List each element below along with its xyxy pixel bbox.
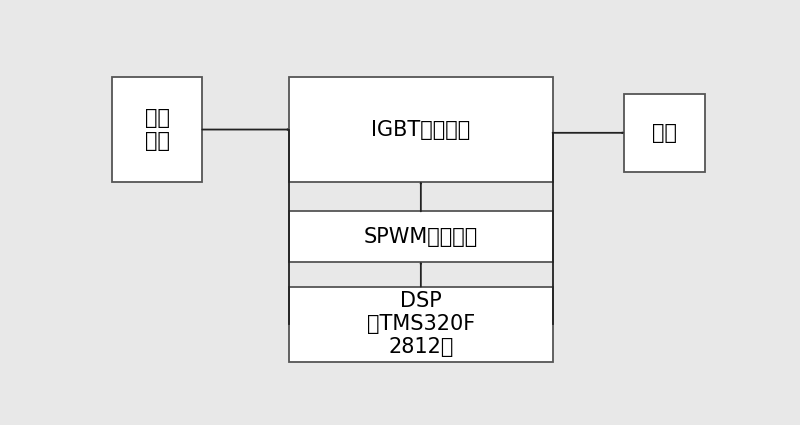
Text: 负载: 负载 [652,123,677,143]
Bar [289,286,553,362]
Bar [624,94,705,172]
Text: 三相
输入: 三相 输入 [145,108,170,151]
Text: DSP
（TMS320F
2812）: DSP （TMS320F 2812） [366,291,475,357]
Text: SPWM数字芯片: SPWM数字芯片 [364,227,478,247]
Text: IGBT逆变电路: IGBT逆变电路 [371,119,470,139]
Bar [112,77,202,182]
Bar [289,77,553,182]
Bar [289,211,553,262]
